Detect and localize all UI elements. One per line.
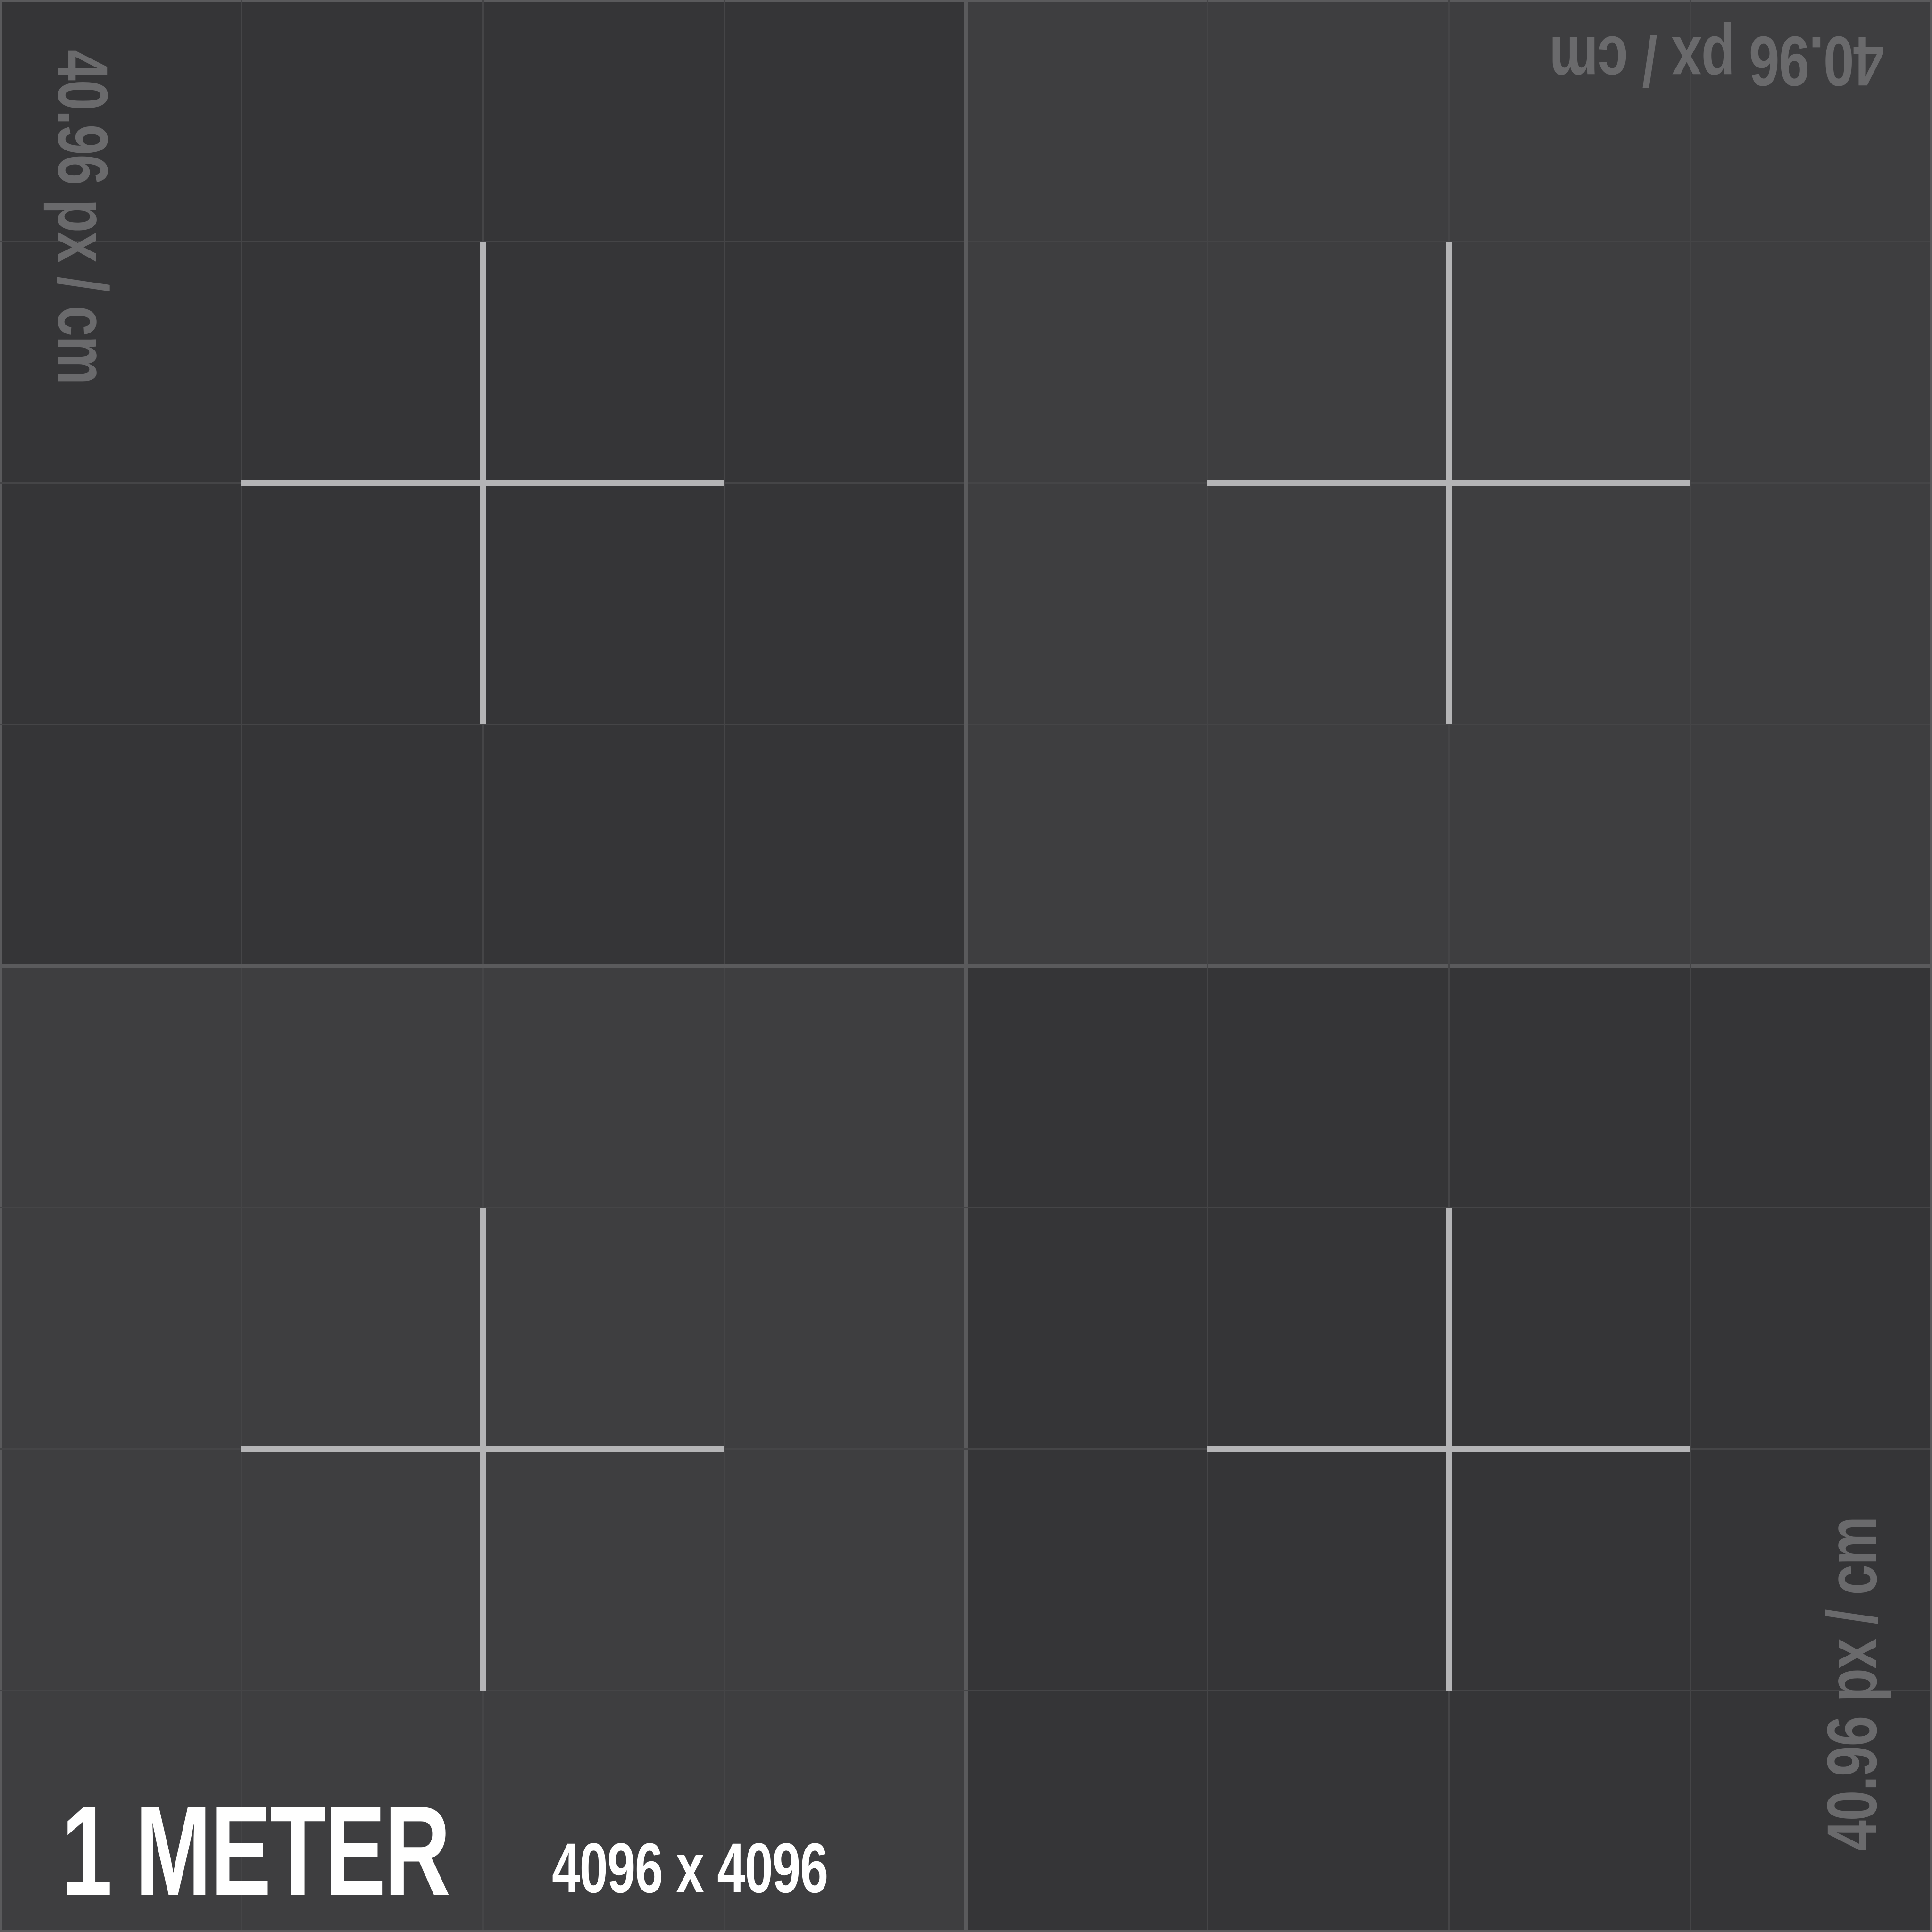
scale-label-top-left: 40.96 px / cm (43, 50, 123, 384)
scale-label-bottom-right: 40.96 px / cm (1812, 1516, 1891, 1851)
quadrant-top-right (966, 0, 1932, 966)
quadrant-top-left (0, 0, 966, 966)
size-label: 4096 x 4096 (552, 1828, 828, 1907)
scale-label-top-right: 40.96 px / cm (1549, 22, 1884, 101)
quadrant-bottom-right (966, 966, 1932, 1932)
title-label: 1 METER (61, 1780, 450, 1922)
